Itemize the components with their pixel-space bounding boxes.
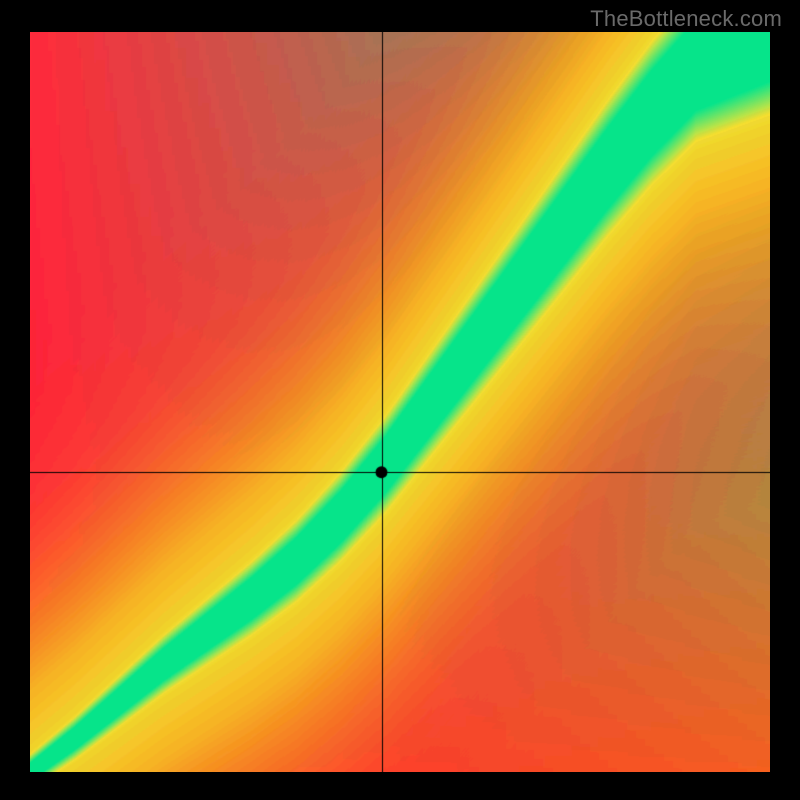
chart-container: TheBottleneck.com (0, 0, 800, 800)
watermark-text: TheBottleneck.com (590, 6, 782, 32)
heatmap-plot (30, 32, 770, 772)
heatmap-canvas (30, 32, 770, 772)
